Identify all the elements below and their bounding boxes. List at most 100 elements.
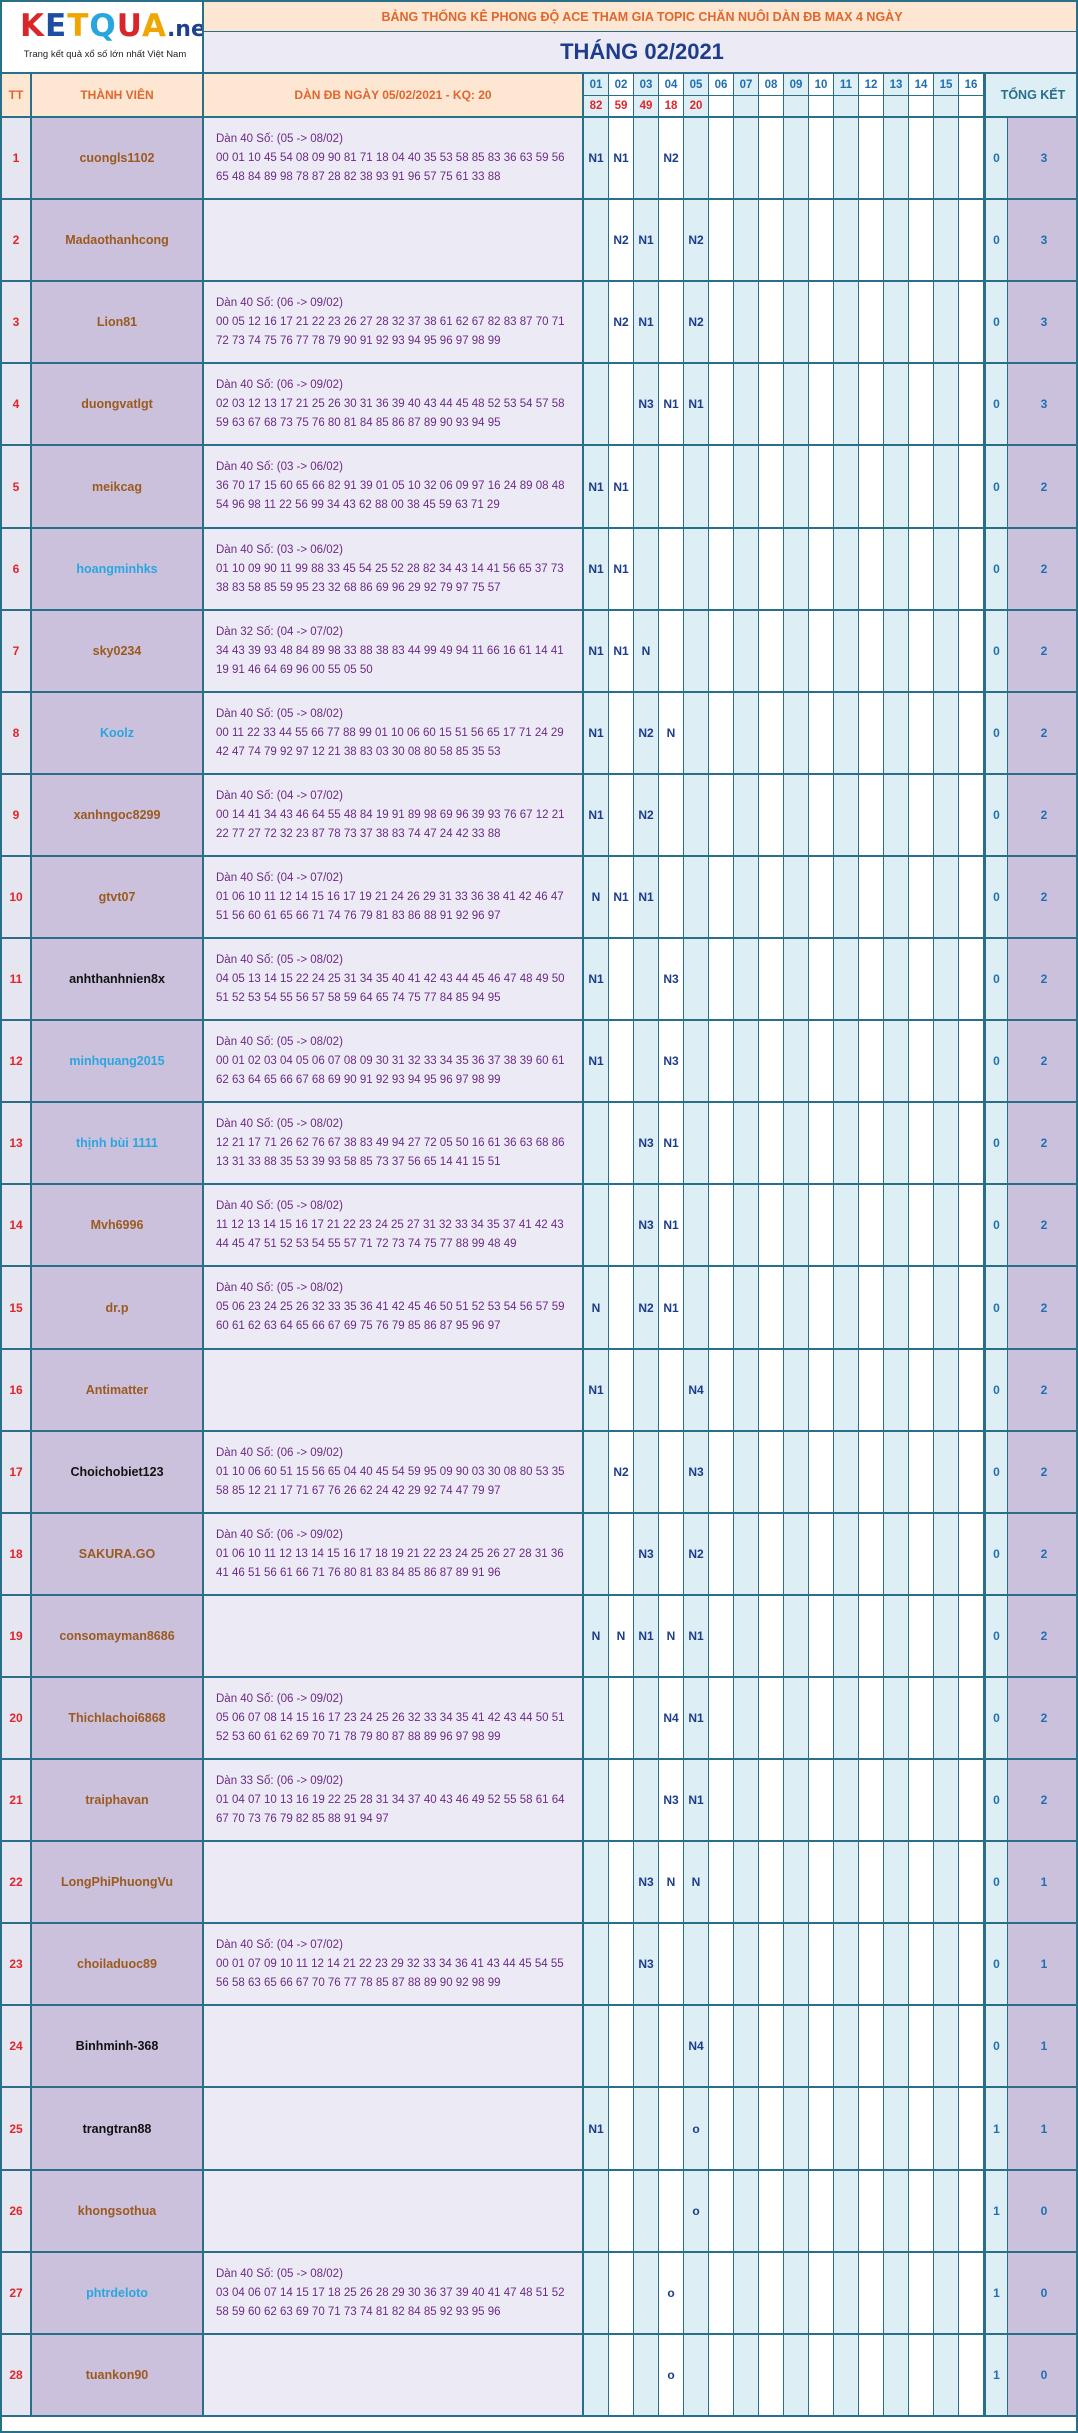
day-mark-16 <box>959 1103 984 1185</box>
ketqua-logo[interactable]: KETQUA.net Trang kết quả xổ số lớn nhất … <box>2 2 204 74</box>
member-name[interactable]: khongsothua <box>32 2171 204 2253</box>
row-number: 11 <box>2 939 32 1021</box>
member-name[interactable]: Thichlachoi6868 <box>32 1678 204 1760</box>
member-name[interactable]: thịnh bùi 1111 <box>32 1103 204 1185</box>
day-mark-02 <box>609 939 634 1021</box>
member-name[interactable]: Choichobiet123 <box>32 1432 204 1514</box>
member-name[interactable]: meikcag <box>32 446 204 529</box>
member-name[interactable]: LongPhiPhuongVu <box>32 1842 204 1924</box>
day-mark-15 <box>934 1185 959 1267</box>
member-name[interactable]: SAKURA.GO <box>32 1514 204 1596</box>
member-name[interactable]: tuankon90 <box>32 2335 204 2417</box>
member-name[interactable]: dr.p <box>32 1267 204 1350</box>
day-mark-07 <box>734 364 759 446</box>
dan-numbers: 00 05 12 16 17 21 22 23 26 27 28 32 37 3… <box>216 315 565 347</box>
day-mark-01: N1 <box>584 2088 609 2171</box>
day-mark-15 <box>934 118 959 200</box>
day-mark-16 <box>959 200 984 282</box>
member-name[interactable]: xanhngoc8299 <box>32 775 204 857</box>
day-mark-09 <box>784 939 809 1021</box>
member-name[interactable]: Antimatter <box>32 1350 204 1432</box>
day-mark-13 <box>884 693 909 775</box>
day-mark-05: N1 <box>684 1596 709 1678</box>
member-name[interactable]: choiladuoc89 <box>32 1924 204 2006</box>
member-name[interactable]: trangtran88 <box>32 2088 204 2171</box>
day-mark-06 <box>709 1924 734 2006</box>
member-name[interactable]: phtrdeloto <box>32 2253 204 2335</box>
dan-cell: Dàn 40 Số: (06 -> 09/02) 01 06 10 11 12 1… <box>204 1514 584 1596</box>
day-mark-14 <box>909 1432 934 1514</box>
day-mark-03 <box>634 118 659 200</box>
day-mark-09 <box>784 2006 809 2088</box>
member-name[interactable]: Lion81 <box>32 282 204 364</box>
day-mark-02 <box>609 1514 634 1596</box>
day-mark-02 <box>609 2335 634 2417</box>
day-mark-02 <box>609 693 634 775</box>
day-mark-13 <box>884 1514 909 1596</box>
day-mark-15 <box>934 2335 959 2417</box>
dan-numbers: 00 14 41 34 43 46 64 55 48 84 19 91 89 9… <box>216 808 565 840</box>
member-name[interactable]: sky0234 <box>32 611 204 693</box>
member-name[interactable]: hoangminhks <box>32 529 204 611</box>
day-mark-08 <box>759 1842 784 1924</box>
score-left: 0 <box>984 1514 1008 1596</box>
day-mark-04: N4 <box>659 1678 684 1760</box>
day-mark-16 <box>959 2253 984 2335</box>
result-14 <box>909 96 934 118</box>
day-mark-16 <box>959 1760 984 1842</box>
day-mark-03 <box>634 2088 659 2171</box>
member-name[interactable]: anhthanhnien8x <box>32 939 204 1021</box>
score-left: 0 <box>984 1760 1008 1842</box>
member-name[interactable]: duongvatlgt <box>32 364 204 446</box>
day-mark-03: N1 <box>634 200 659 282</box>
member-name[interactable]: cuongls1102 <box>32 118 204 200</box>
day-mark-03 <box>634 939 659 1021</box>
day-mark-14 <box>909 775 934 857</box>
day-mark-10 <box>809 693 834 775</box>
dan-text: Dàn 40 Số: (05 -> 08/02) 11 12 13 14 15 1… <box>216 1197 572 1254</box>
day-mark-15 <box>934 1760 959 1842</box>
score-total: 2 <box>1008 693 1076 775</box>
day-mark-11 <box>834 1350 859 1432</box>
day-mark-09 <box>784 364 809 446</box>
day-mark-05: N4 <box>684 1350 709 1432</box>
member-name[interactable]: consomayman8686 <box>32 1596 204 1678</box>
score-left: 0 <box>984 1924 1008 2006</box>
day-mark-01 <box>584 1842 609 1924</box>
day-mark-14 <box>909 2088 934 2171</box>
day-mark-09 <box>784 118 809 200</box>
day-mark-08 <box>759 2171 784 2253</box>
day-mark-07 <box>734 446 759 529</box>
day-mark-04 <box>659 857 684 939</box>
day-mark-16 <box>959 857 984 939</box>
member-name[interactable]: Binhminh-368 <box>32 2006 204 2088</box>
day-mark-06 <box>709 2006 734 2088</box>
dan-text: Dàn 40 Số: (05 -> 08/02) 04 05 13 14 15 2… <box>216 951 572 1008</box>
member-name[interactable]: Mvh6996 <box>32 1185 204 1267</box>
member-name[interactable]: Madaothanhcong <box>32 200 204 282</box>
day-mark-02 <box>609 1350 634 1432</box>
day-mark-04 <box>659 2006 684 2088</box>
member-name[interactable]: minhquang2015 <box>32 1021 204 1103</box>
day-mark-10 <box>809 1924 834 2006</box>
day-mark-06 <box>709 1432 734 1514</box>
row-number: 5 <box>2 446 32 529</box>
day-mark-06 <box>709 857 734 939</box>
member-name[interactable]: Koolz <box>32 693 204 775</box>
row-number: 13 <box>2 1103 32 1185</box>
header-dan: DÀN ĐB NGÀY 05/02/2021 - KQ: 20 <box>204 74 584 118</box>
day-mark-16 <box>959 1267 984 1350</box>
day-mark-11 <box>834 364 859 446</box>
member-name[interactable]: gtvt07 <box>32 857 204 939</box>
day-mark-08 <box>759 2335 784 2417</box>
day-mark-05 <box>684 775 709 857</box>
day-mark-02 <box>609 1924 634 2006</box>
day-mark-12 <box>859 857 884 939</box>
day-mark-14 <box>909 1350 934 1432</box>
day-mark-14 <box>909 1924 934 2006</box>
row-number: 9 <box>2 775 32 857</box>
day-header-07: 07 <box>734 74 759 96</box>
day-mark-01 <box>584 364 609 446</box>
member-name[interactable]: traiphavan <box>32 1760 204 1842</box>
day-mark-05: N1 <box>684 1678 709 1760</box>
